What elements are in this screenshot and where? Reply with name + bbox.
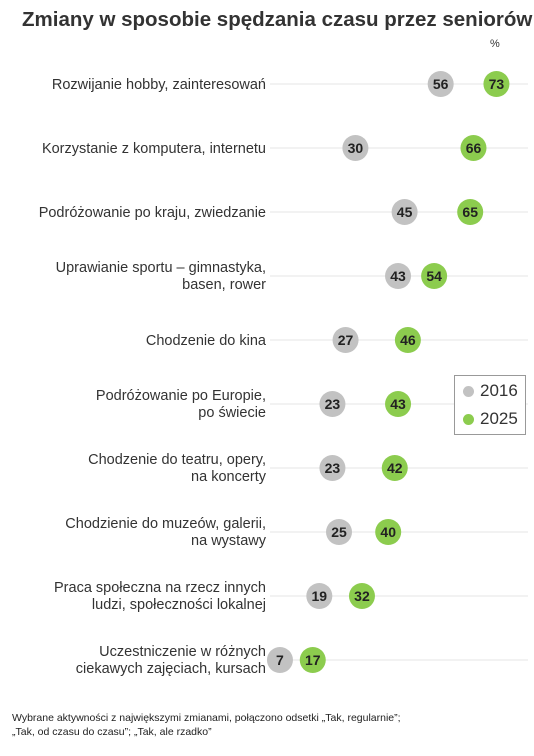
category-label-line: Korzystanie z komputera, internetu xyxy=(42,141,266,157)
data-label-2025: 54 xyxy=(426,268,442,284)
category-label: Korzystanie z komputera, internetu xyxy=(42,141,266,157)
dot-2025 xyxy=(460,135,487,161)
data-label-2025: 65 xyxy=(462,204,478,220)
legend-item-2016: 2016 xyxy=(463,381,518,401)
dot-2016 xyxy=(319,391,346,417)
dot-2016 xyxy=(427,71,454,97)
data-label-2016: 27 xyxy=(338,332,354,348)
dot-2025 xyxy=(348,583,375,609)
dot-2016 xyxy=(266,647,293,673)
category-label-line: Chodzenie do kina xyxy=(146,333,267,349)
category-label: Praca społeczna na rzecz innych ludzi, sp… xyxy=(54,580,266,613)
dot-plot: Rozwijanie hobby, zainteresowań 56 73 Korzy… xyxy=(39,71,528,677)
data-label-2016: 19 xyxy=(312,588,328,604)
dot-2025 xyxy=(385,391,412,417)
data-label-2025: 43 xyxy=(390,396,406,412)
dot-2025 xyxy=(299,647,326,673)
category-label-line: Praca społeczna na rzecz innych xyxy=(54,580,266,596)
data-label-2016: 45 xyxy=(397,204,413,220)
category-label: Chodzienie do muzeów, galerii, na wystawy xyxy=(65,516,266,549)
category-label-line: Chodzienie do muzeów, galerii, xyxy=(65,516,266,532)
data-label-2025: 66 xyxy=(466,140,482,156)
dot-2016 xyxy=(385,263,412,289)
dot-2016 xyxy=(391,199,418,225)
dot-2025 xyxy=(375,519,402,545)
legend-item-2025: 2025 xyxy=(463,409,518,429)
dot-2016 xyxy=(319,455,346,481)
legend-swatch-2025 xyxy=(463,413,474,425)
data-label-2016: 43 xyxy=(390,268,406,284)
data-label-2025: 17 xyxy=(305,652,321,668)
legend: 2016 2025 xyxy=(454,375,526,435)
category-label-line: basen, rower xyxy=(182,277,266,293)
data-label-2025: 46 xyxy=(400,332,416,348)
category-label-line: Rozwijanie hobby, zainteresowań xyxy=(52,77,266,93)
data-label-2016: 23 xyxy=(325,460,341,476)
dot-2016 xyxy=(342,135,369,161)
legend-swatch-2016 xyxy=(463,385,474,397)
data-label-2016: 7 xyxy=(276,652,284,668)
footnote-line: Wybrane aktywności z największymi zmiana… xyxy=(12,712,401,724)
data-label-2025: 40 xyxy=(380,524,396,540)
legend-label-2025: 2025 xyxy=(480,409,518,428)
chart-title: Zmiany w sposobie spędzania czasu przez … xyxy=(22,8,533,31)
dot-2025 xyxy=(394,327,421,353)
footnote-line: „Tak, od czasu do czasu”; „Tak, ale rzad… xyxy=(12,726,212,738)
data-label-2025: 32 xyxy=(354,588,370,604)
category-label-line: Uprawianie sportu – gimnastyka, xyxy=(56,260,266,276)
dot-2025 xyxy=(421,263,448,289)
category-label-line: Uczestniczenie w różnych xyxy=(99,644,266,660)
category-label-line: na wystawy xyxy=(191,533,267,549)
dot-2025 xyxy=(483,71,510,97)
dot-2016 xyxy=(306,583,333,609)
unit-label: % xyxy=(490,38,500,50)
category-label: Rozwijanie hobby, zainteresowań xyxy=(52,77,266,93)
footnote: Wybrane aktywności z największymi zmiana… xyxy=(12,711,401,739)
dot-2016 xyxy=(326,519,352,545)
dot-2025 xyxy=(381,455,408,481)
category-label-line: ludzi, społeczności lokalnej xyxy=(92,597,266,613)
data-label-2025: 42 xyxy=(387,460,403,476)
category-label: Chodzenie do teatru, opery, na koncerty xyxy=(88,452,267,485)
category-label-line: Chodzenie do teatru, opery, xyxy=(88,452,266,468)
data-label-2016: 25 xyxy=(331,524,347,540)
category-label-line: na koncerty xyxy=(191,469,267,485)
category-label: Podróżowanie po Europie, po świecie xyxy=(96,388,266,421)
data-label-2016: 30 xyxy=(348,140,364,156)
category-label: Podróżowanie po kraju, zwiedzanie xyxy=(39,205,266,221)
data-label-2016: 56 xyxy=(433,76,449,92)
dot-2016 xyxy=(332,327,359,353)
data-label-2025: 73 xyxy=(489,76,505,92)
category-label: Chodzenie do kina xyxy=(146,333,267,349)
category-label-line: Podróżowanie po kraju, zwiedzanie xyxy=(39,205,266,221)
dot-2025 xyxy=(457,199,484,225)
category-label: Uczestniczenie w różnych ciekawych zajęci… xyxy=(76,644,266,677)
category-label: Uprawianie sportu – gimnastyka, basen, ro… xyxy=(56,260,267,293)
data-label-2016: 23 xyxy=(325,396,341,412)
category-label-line: po świecie xyxy=(198,405,266,421)
legend-label-2016: 2016 xyxy=(480,381,518,400)
category-label-line: ciekawych zajęciach, kursach xyxy=(76,661,266,677)
category-label-line: Podróżowanie po Europie, xyxy=(96,388,266,404)
